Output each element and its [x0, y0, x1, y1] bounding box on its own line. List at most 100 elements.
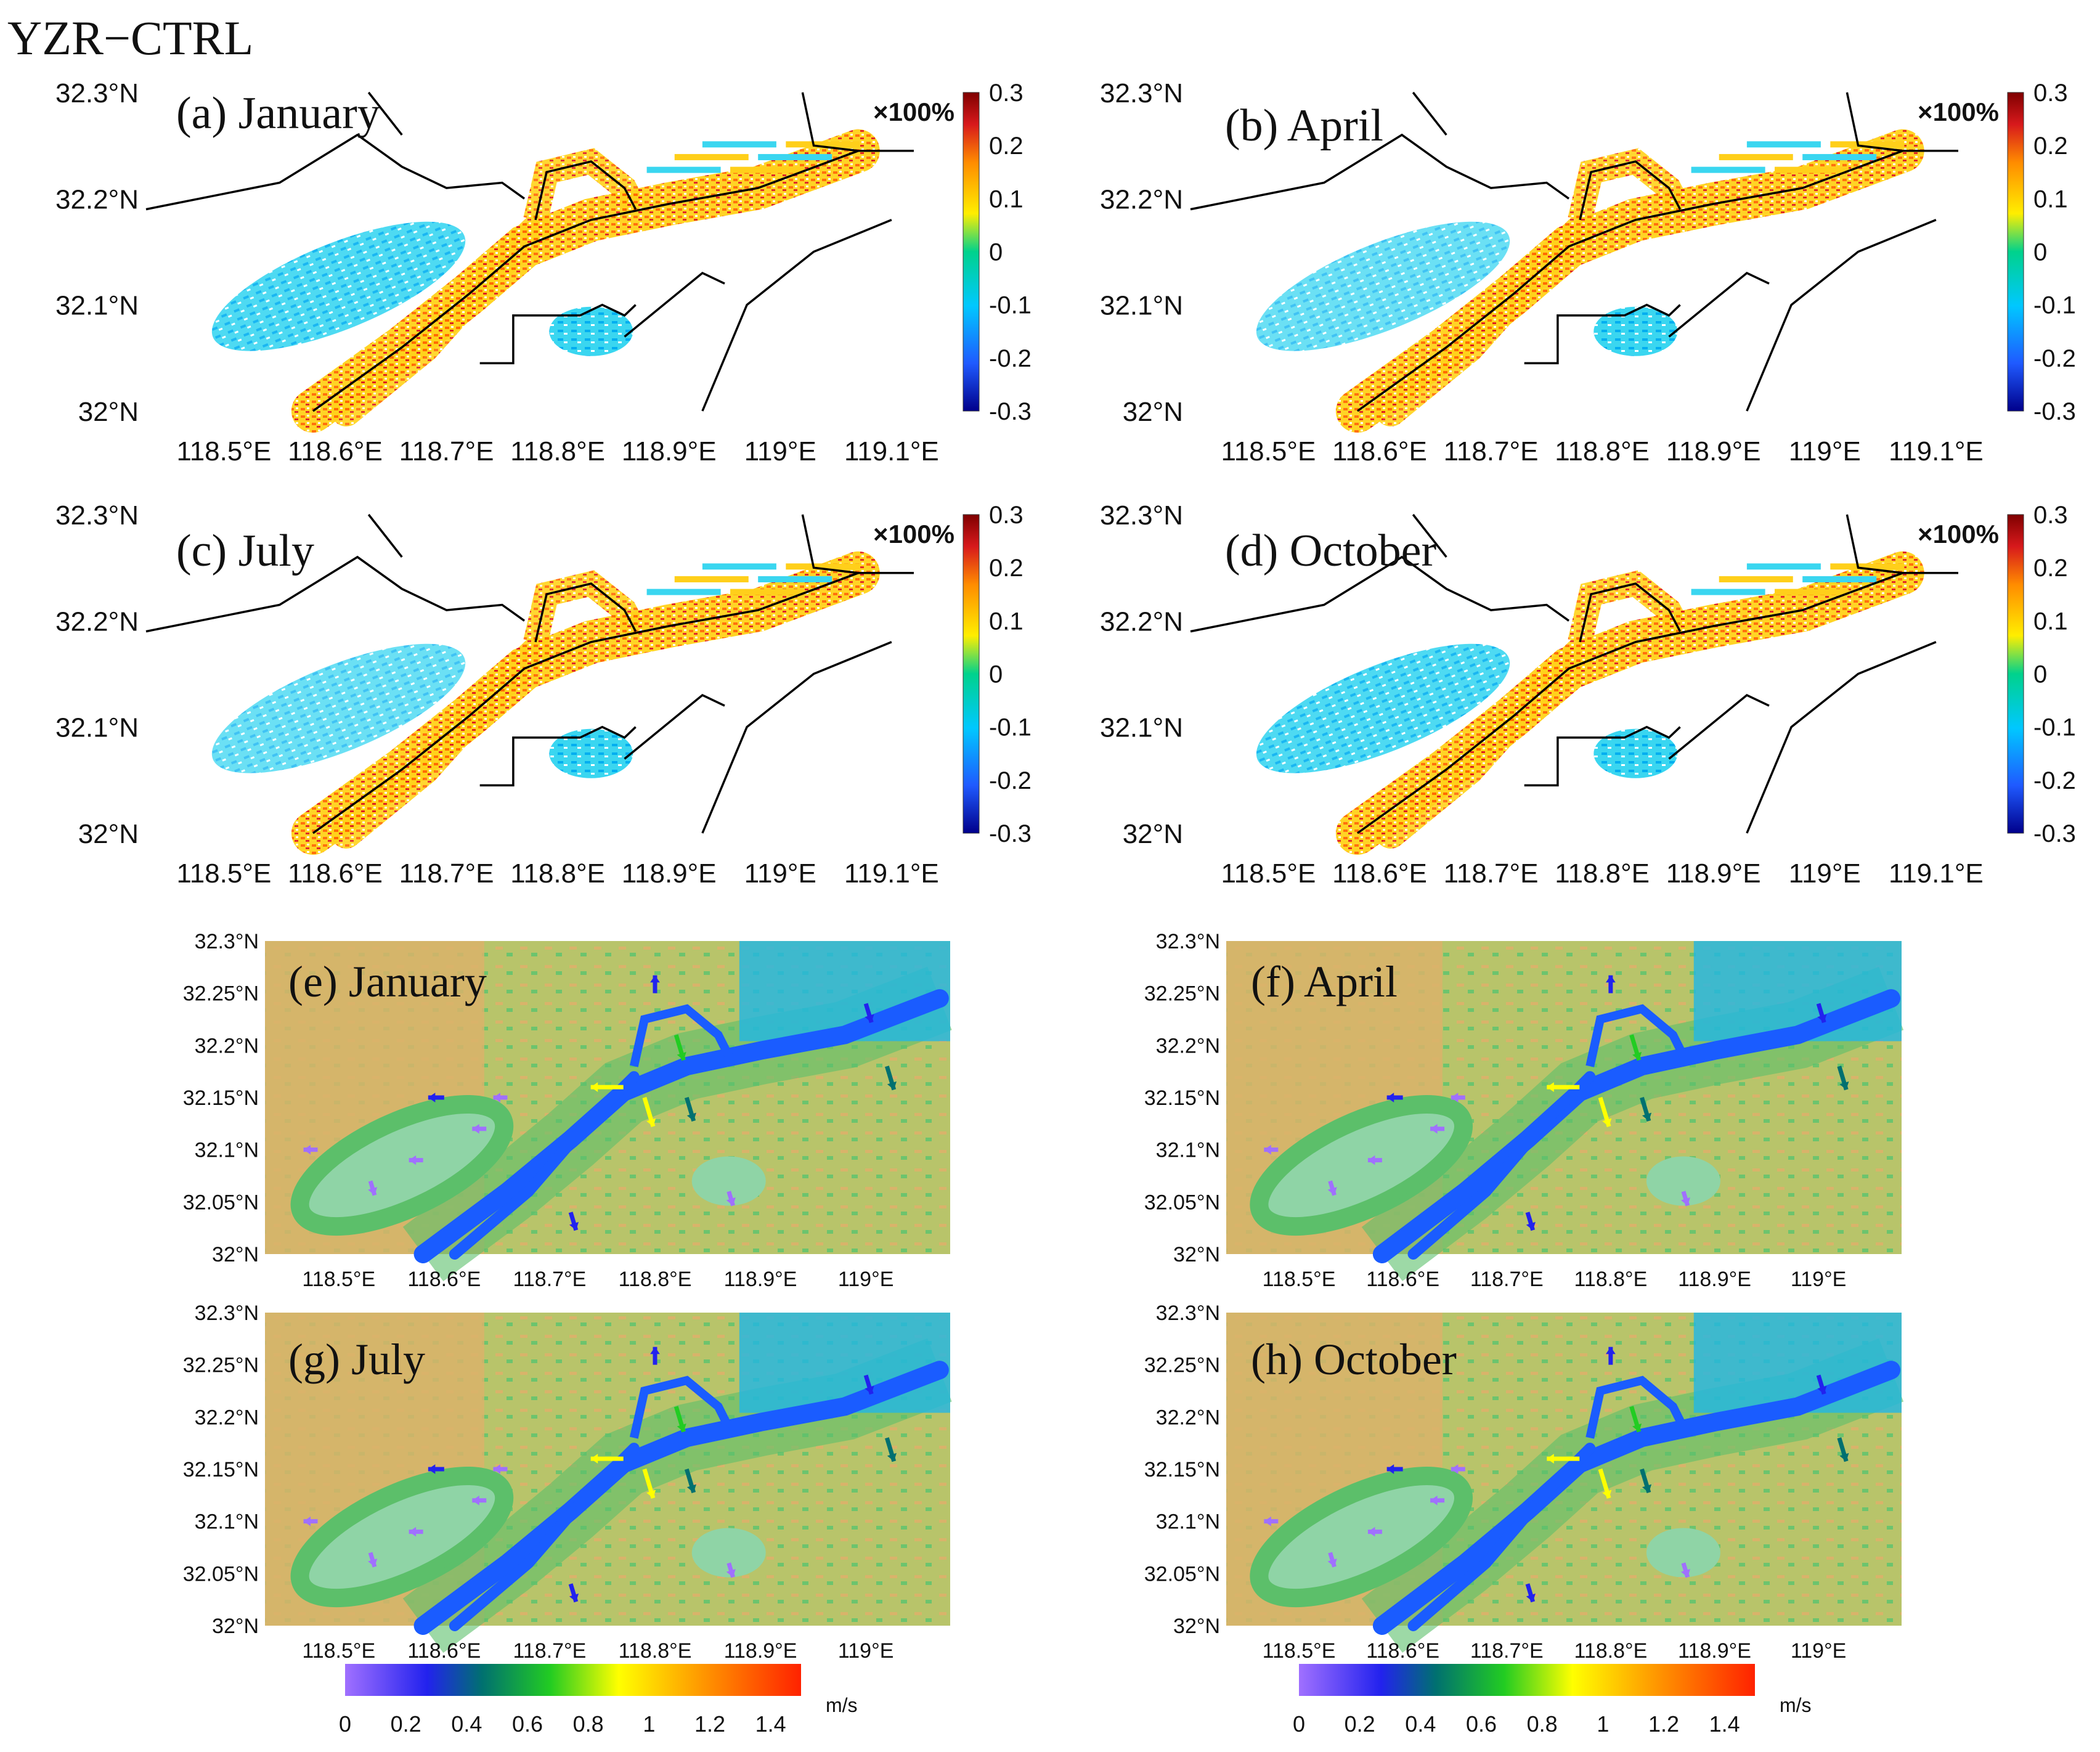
- longitude-tick-label: 119°E: [838, 1268, 893, 1291]
- wind-colorbar-unit: m/s: [826, 1694, 858, 1716]
- longitude-tick-label: 118.5°E: [302, 1639, 375, 1663]
- latitude-tick-label: 32.3°N: [1156, 930, 1220, 953]
- latitude-tick-label: 32.1°N: [55, 713, 139, 743]
- change-streak: [674, 153, 749, 160]
- admin-boundary-line: [1524, 725, 1681, 787]
- latitude-tick-label: 32°N: [212, 1615, 259, 1638]
- change-streak: [1775, 589, 1849, 595]
- wind-colorbar-bar: [1299, 1664, 1755, 1696]
- latitude-tick-label: 32°N: [78, 397, 139, 427]
- latitude-tick-label: 32.2°N: [1156, 1406, 1220, 1429]
- colorbar: [962, 92, 980, 412]
- admin-boundary-line: [1846, 92, 1958, 152]
- wind-terrain-map-panel: (e) January 32.3°N 32.25°N 32.2°N 32.15°N 32.…: [183, 930, 952, 1291]
- positive-change-region: [1375, 215, 1595, 426]
- wind-arrow-head: [472, 1495, 479, 1505]
- panel-label: (a) January: [176, 88, 380, 139]
- wind-arrow-head: [303, 1516, 311, 1526]
- change-streak: [646, 166, 721, 173]
- latitude-tick-label: 32.1°N: [1156, 1510, 1220, 1534]
- latitude-tick-label: 32.1°N: [1100, 291, 1183, 321]
- wind-arrow-head: [865, 1385, 874, 1395]
- colorbar-tick-label: -0.1: [2033, 292, 2076, 319]
- latitude-tick-label: 32.3°N: [1100, 78, 1183, 108]
- panel-label: (f) April: [1251, 957, 1398, 1006]
- longitude-tick-label: 118.7°E: [513, 1639, 586, 1663]
- wind-colorbar-tick: 0.6: [1466, 1711, 1497, 1737]
- wind-arrow-head: [303, 1144, 311, 1155]
- latitude-tick-label: 32.3°N: [1100, 500, 1183, 531]
- admin-boundary-line: [801, 92, 914, 152]
- wind-arrow-head: [1839, 1453, 1849, 1462]
- change-streak: [674, 576, 749, 582]
- admin-boundary-line: [624, 693, 725, 760]
- river-bank-line: [312, 150, 859, 412]
- wind-terrain-map-panel: (g) July 32.3°N 32.25°N 32.2°N 32.15°N 32.1°N…: [183, 1302, 952, 1663]
- latitude-tick-label: 32.3°N: [55, 500, 139, 531]
- latitude-tick-label: 32.25°N: [1144, 1354, 1220, 1377]
- colorbar-tick-label: 0: [989, 661, 1003, 688]
- hill-region: [1250, 1467, 1473, 1608]
- admin-boundary-line: [801, 514, 914, 574]
- latitude-tick-label: 32.2°N: [195, 1034, 259, 1057]
- wind-colorbar-tick: 1: [643, 1711, 655, 1737]
- wind-colorbar-tick: 1.2: [694, 1711, 725, 1737]
- longitude-tick-label: 118.7°E: [399, 858, 494, 889]
- latitude-tick-label: 32.05°N: [183, 1562, 259, 1586]
- wind-arrow-head: [726, 1197, 736, 1206]
- wind-arrow-head: [1327, 1187, 1337, 1196]
- wind-arrow-head: [887, 1453, 897, 1462]
- wind-colorbar-unit: m/s: [1780, 1694, 1812, 1716]
- panel-label: (e) January: [288, 957, 487, 1006]
- river-loop: [629, 1004, 733, 1067]
- wind-arrow-head: [1817, 1385, 1827, 1395]
- longitude-tick-label: 118.9°E: [724, 1268, 797, 1291]
- wind-arrow-head: [646, 1489, 656, 1498]
- change-streak: [702, 141, 776, 148]
- longitude-tick-label: 118.7°E: [1444, 858, 1539, 889]
- longitude-tick-label: 118.8°E: [510, 436, 605, 467]
- hill-region: [691, 1528, 766, 1578]
- longitude-tick-label: 118.5°E: [1221, 436, 1316, 467]
- panel-label: (h) October: [1251, 1335, 1457, 1384]
- hill-region: [1250, 1095, 1473, 1236]
- longitude-tick-label: 119°E: [1789, 436, 1861, 467]
- colorbar-tick-label: -0.1: [2033, 714, 2076, 741]
- longitude-tick-label: 119°E: [744, 858, 816, 889]
- positive-change-region: [1375, 637, 1595, 849]
- colorbar-tick-label: -0.2: [2033, 345, 2076, 372]
- river-branch: [449, 1443, 640, 1631]
- admin-boundary-line: [624, 271, 725, 338]
- colorbar-tick-label: 0.1: [989, 608, 1024, 635]
- wind-arrow-head: [428, 1093, 436, 1102]
- change-streak: [1830, 141, 1905, 148]
- latitude-tick-label: 32°N: [1123, 819, 1183, 849]
- river-branch: [1407, 1071, 1596, 1260]
- longitude-tick-label: 118.5°E: [302, 1268, 375, 1291]
- change-streak: [1775, 166, 1849, 173]
- wind-arrow-head: [1386, 1093, 1394, 1102]
- latitude-tick-label: 32.2°N: [1100, 606, 1183, 637]
- longitude-tick-label: 118.5°E: [1263, 1268, 1336, 1291]
- wind-colorbar: 0 0.2 0.4 0.6 0.8 1 1.2 1.4 m/s: [339, 1664, 858, 1737]
- wind-colorbar-tick: 0.4: [451, 1711, 482, 1737]
- panel-label: (c) July: [176, 526, 314, 576]
- colorbar-tick-label: -0.3: [2033, 398, 2076, 425]
- wind-arrow-head: [569, 1593, 579, 1602]
- wind-colorbar-tick: 1.4: [1709, 1711, 1740, 1737]
- colorbar: [962, 514, 980, 834]
- latitude-tick-label: 32°N: [212, 1243, 259, 1266]
- wind-arrow-head: [1430, 1495, 1438, 1505]
- colorbar-unit-label: ×100%: [1918, 519, 1999, 548]
- wind-colorbar-tick: 1: [1597, 1711, 1609, 1737]
- admin-boundary-line: [145, 133, 526, 211]
- wind-arrow-head: [1680, 1197, 1691, 1206]
- water-lake-region: [1693, 1313, 1902, 1413]
- river-branch: [449, 1071, 640, 1260]
- colorbar-unit-label: ×100%: [1918, 97, 1999, 126]
- wind-arrow-head: [1526, 1221, 1536, 1231]
- latitude-tick-label: 32.15°N: [183, 1086, 259, 1110]
- wind-arrow-head: [1605, 975, 1616, 983]
- change-streak: [646, 589, 721, 595]
- admin-boundary-line: [1668, 271, 1770, 338]
